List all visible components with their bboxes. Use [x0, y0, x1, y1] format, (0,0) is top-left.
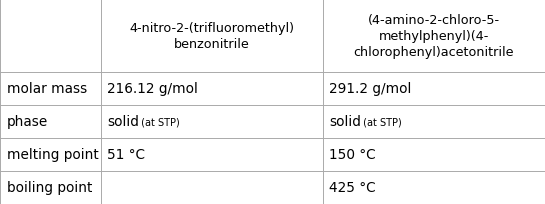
Text: 150 °C: 150 °C	[329, 148, 376, 162]
Text: 216.12 g/mol: 216.12 g/mol	[107, 82, 198, 96]
Text: molar mass: molar mass	[7, 82, 87, 96]
Text: 425 °C: 425 °C	[329, 181, 376, 194]
Text: 291.2 g/mol: 291.2 g/mol	[329, 82, 411, 96]
Text: boiling point: boiling point	[7, 181, 92, 194]
Text: (at STP): (at STP)	[360, 117, 402, 127]
Text: melting point: melting point	[7, 148, 98, 162]
Text: 4-nitro-2-(trifluoromethyl)
benzonitrile: 4-nitro-2-(trifluoromethyl) benzonitrile	[129, 22, 294, 51]
Text: 51 °C: 51 °C	[107, 148, 146, 162]
Text: (at STP): (at STP)	[138, 117, 180, 127]
Text: phase: phase	[7, 115, 48, 129]
Text: solid: solid	[329, 115, 361, 129]
Text: solid: solid	[107, 115, 139, 129]
Text: (4-amino-2-chloro-5-
methylphenyl)(4-
chlorophenyl)acetonitrile: (4-amino-2-chloro-5- methylphenyl)(4- ch…	[354, 14, 514, 59]
